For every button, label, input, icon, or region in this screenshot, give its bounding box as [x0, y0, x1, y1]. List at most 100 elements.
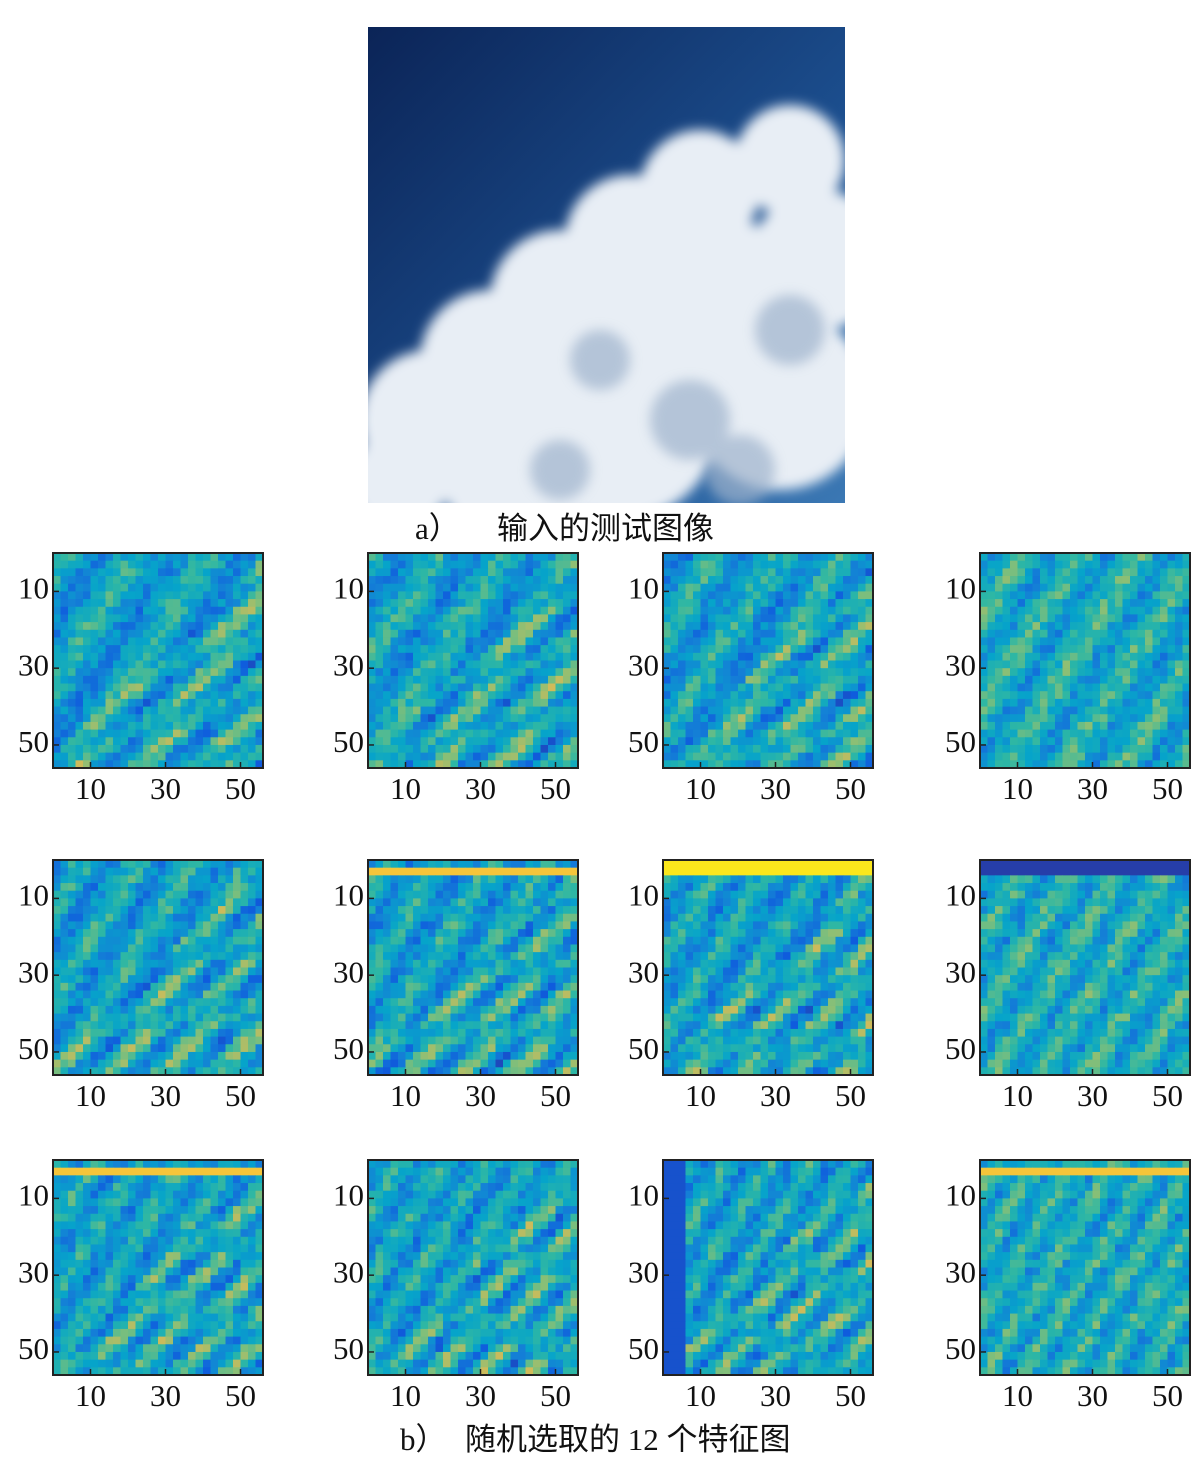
heatmap-cell: [980, 691, 988, 699]
heatmap-cell: [218, 1060, 226, 1068]
heatmap-cell: [436, 561, 444, 569]
heatmap-cell: [1078, 607, 1086, 615]
heatmap-cell: [451, 630, 459, 638]
heatmap-cell: [241, 898, 249, 906]
heatmap-cell: [708, 745, 716, 753]
heatmap-cell: [451, 968, 459, 976]
heatmap-cell: [723, 875, 731, 883]
heatmap-cell: [83, 983, 91, 991]
heatmap-cell: [143, 730, 151, 738]
heatmap-cell: [398, 568, 406, 576]
heatmap-cell: [821, 722, 829, 730]
heatmap-cell: [738, 714, 746, 722]
heatmap-cell: [68, 1060, 76, 1068]
heatmap-cell: [76, 737, 84, 745]
heatmap-cell: [376, 730, 384, 738]
heatmap-cell: [541, 960, 549, 968]
heatmap-cell: [1100, 645, 1108, 653]
heatmap-cell: [451, 561, 459, 569]
heatmap-cell: [511, 714, 519, 722]
heatmap-cell: [686, 591, 694, 599]
heatmap-cell: [1108, 576, 1116, 584]
heatmap-cell: [663, 630, 671, 638]
heatmap-cell: [1160, 714, 1168, 722]
heatmap-cell: [376, 576, 384, 584]
heatmap-cell: [851, 568, 859, 576]
heatmap-cell: [143, 875, 151, 883]
heatmap-cell: [1033, 622, 1041, 630]
heatmap-cell: [1063, 707, 1071, 715]
heatmap-cell: [218, 975, 226, 983]
heatmap-cell: [813, 898, 821, 906]
heatmap-cell: [1175, 684, 1183, 692]
heatmap-cell: [1003, 637, 1011, 645]
heatmap-cell: [241, 1014, 249, 1022]
heatmap-cell: [533, 883, 541, 891]
heatmap-cell: [248, 745, 256, 753]
heatmap-cell: [196, 668, 204, 676]
heatmap-cell: [248, 691, 256, 699]
heatmap-cell: [166, 937, 174, 945]
heatmap-cell: [753, 576, 761, 584]
heatmap-cell: [828, 745, 836, 753]
heatmap-cell: [406, 568, 414, 576]
heatmap-cell: [851, 599, 859, 607]
heatmap-cell: [1063, 684, 1071, 692]
heatmap-cell: [496, 599, 504, 607]
heatmap-cell: [556, 975, 564, 983]
heatmap-cell: [218, 591, 226, 599]
heatmap-cell: [563, 753, 571, 761]
heatmap-cell: [746, 645, 754, 653]
heatmap-cell: [391, 553, 399, 561]
heatmap-cell: [556, 630, 564, 638]
heatmap-cell: [218, 875, 226, 883]
heatmap-cell: [753, 684, 761, 692]
heatmap-cell: [173, 553, 181, 561]
heatmap-cell: [1018, 622, 1026, 630]
heatmap-cell: [533, 630, 541, 638]
heatmap-cell: [53, 998, 61, 1006]
heatmap-cell: [716, 576, 724, 584]
heatmap-cell: [203, 1029, 211, 1037]
heatmap-cell: [836, 714, 844, 722]
heatmap-cell: [106, 1060, 114, 1068]
heatmap-cell: [1033, 730, 1041, 738]
heatmap-cell: [556, 991, 564, 999]
heatmap-cell: [1115, 637, 1123, 645]
heatmap-cell: [473, 622, 481, 630]
heatmap-cell: [798, 676, 806, 684]
heatmap-cell: [851, 622, 859, 630]
heatmap-cell: [526, 630, 534, 638]
heatmap-cell: [1040, 753, 1048, 761]
heatmap-cell: [1033, 707, 1041, 715]
heatmap-cell: [738, 668, 746, 676]
heatmap-cell: [496, 944, 504, 952]
heatmap-cell: [233, 960, 241, 968]
heatmap-cell: [158, 599, 166, 607]
heatmap-cell: [458, 991, 466, 999]
heatmap-cell: [1108, 753, 1116, 761]
heatmap-cell: [481, 1037, 489, 1045]
heatmap-cell: [113, 599, 121, 607]
heatmap-cell: [106, 599, 114, 607]
heatmap-cell: [813, 707, 821, 715]
heatmap-cell: [503, 1021, 511, 1029]
heatmap-cell: [173, 568, 181, 576]
heatmap-cell: [128, 883, 136, 891]
heatmap-cell: [738, 745, 746, 753]
heatmap-cell: [188, 875, 196, 883]
heatmap-cell: [1108, 745, 1116, 753]
heatmap-cell: [428, 553, 436, 561]
heatmap-cell: [533, 860, 541, 868]
heatmap-cell: [806, 753, 814, 761]
heatmap-cell: [376, 737, 384, 745]
heatmap-cell: [181, 584, 189, 592]
heatmap-cell: [143, 745, 151, 753]
heatmap-cell: [678, 653, 686, 661]
heatmap-cell: [233, 645, 241, 653]
heatmap-cell: [68, 661, 76, 669]
heatmap-cell: [663, 875, 671, 883]
heatmap-cell: [548, 630, 556, 638]
heatmap-cell: [226, 676, 234, 684]
